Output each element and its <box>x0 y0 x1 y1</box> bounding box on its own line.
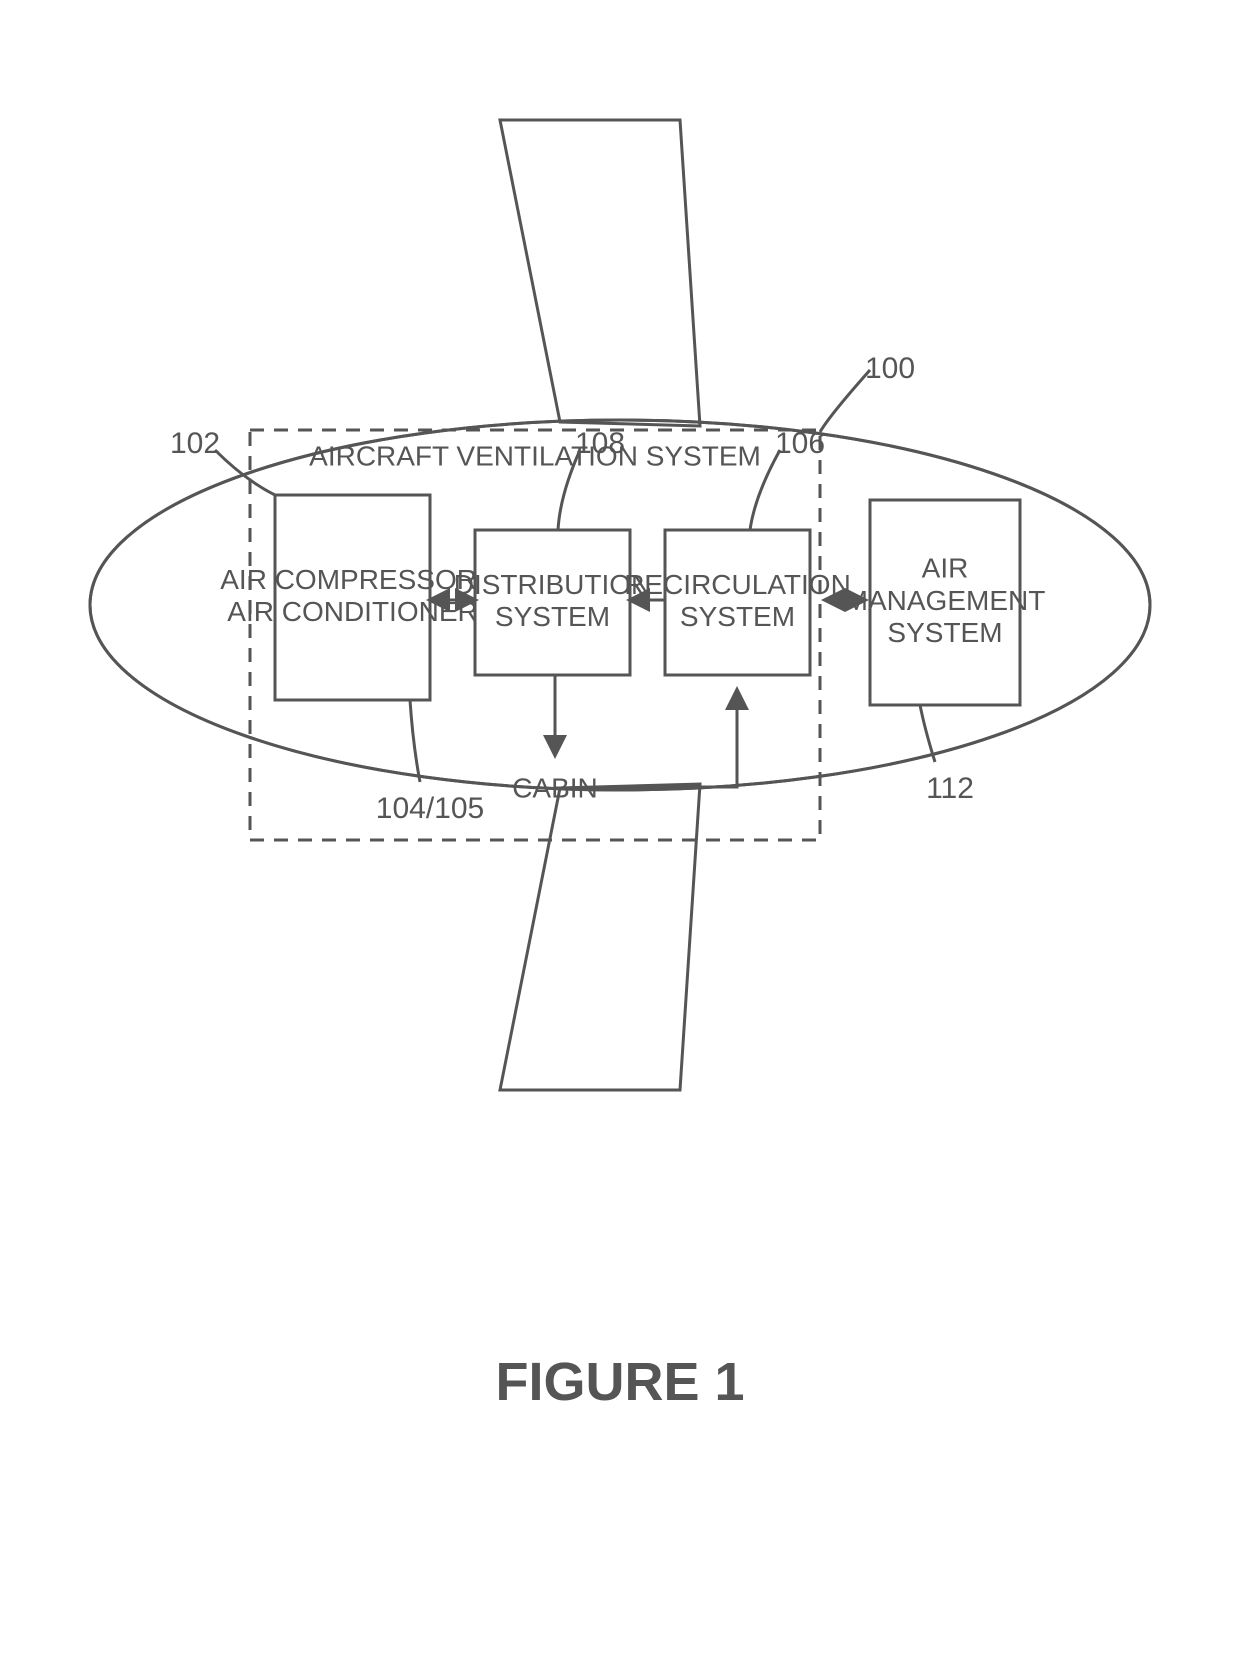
figure-label: FIGURE 1 <box>495 1352 744 1412</box>
svg-text:104/105: 104/105 <box>376 792 484 825</box>
svg-text:RECIRCULATION: RECIRCULATION <box>624 569 851 600</box>
air-management-system-box: AIRMANAGEMENTSYSTEM <box>845 500 1046 705</box>
svg-text:SYSTEM: SYSTEM <box>887 617 1002 648</box>
air-compressor-box: AIR COMPRESSOR/AIR CONDITIONER <box>220 495 485 700</box>
svg-text:108: 108 <box>575 427 625 460</box>
svg-text:112: 112 <box>926 772 974 805</box>
svg-text:106: 106 <box>775 427 825 460</box>
svg-text:SYSTEM: SYSTEM <box>680 601 795 632</box>
svg-text:AIR COMPRESSOR/: AIR COMPRESSOR/ <box>220 564 485 595</box>
ventilation-system-title: AIRCRAFT VENTILATION SYSTEM <box>309 440 761 471</box>
recirculation-system-box: RECIRCULATIONSYSTEM <box>624 530 851 675</box>
svg-text:DISTRIBUTION: DISTRIBUTION <box>454 569 652 600</box>
svg-text:AIR: AIR <box>922 553 969 584</box>
distribution-system-box: DISTRIBUTIONSYSTEM <box>454 530 652 675</box>
svg-text:102: 102 <box>170 427 220 460</box>
svg-text:100: 100 <box>865 352 915 385</box>
cabin-label: CABIN <box>512 772 598 803</box>
svg-text:MANAGEMENT: MANAGEMENT <box>845 585 1046 616</box>
svg-text:SYSTEM: SYSTEM <box>495 601 610 632</box>
